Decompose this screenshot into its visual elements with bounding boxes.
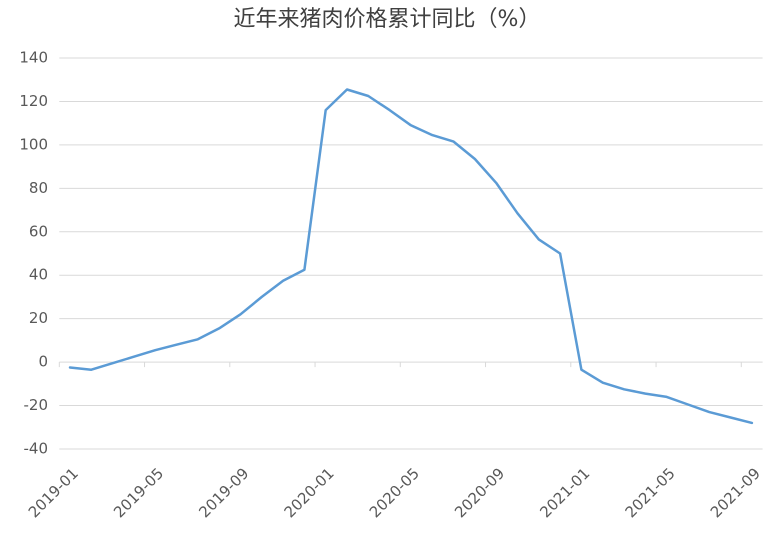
y-tick-label: -40 bbox=[24, 440, 49, 458]
x-tick-label: 2019-09 bbox=[195, 464, 252, 521]
y-tick-label: 60 bbox=[29, 222, 48, 240]
y-tick-label: 100 bbox=[19, 135, 48, 153]
x-tick-label: 2021-05 bbox=[622, 464, 679, 521]
x-tick-label: 2021-09 bbox=[707, 464, 764, 521]
x-tick-label: 2020-01 bbox=[281, 464, 338, 521]
x-tick-label: 2020-09 bbox=[451, 464, 508, 521]
y-tick-label: 20 bbox=[29, 309, 48, 327]
x-tick-label: 2021-01 bbox=[536, 464, 593, 521]
y-tick-label: 140 bbox=[19, 49, 48, 67]
y-tick-label: -20 bbox=[24, 396, 49, 414]
y-tick-label: 0 bbox=[38, 353, 48, 371]
y-tick-label: 120 bbox=[19, 92, 48, 110]
chart-title: 近年来猪肉价格累计同比（%） bbox=[234, 7, 541, 32]
y-tick-label: 80 bbox=[29, 179, 48, 197]
x-tick-label: 2020-05 bbox=[366, 464, 423, 521]
data-line bbox=[68, 88, 754, 425]
x-tick-label: 2019-05 bbox=[110, 464, 167, 521]
y-tick-label: 40 bbox=[29, 266, 48, 284]
x-tick-label: 2019-01 bbox=[25, 464, 82, 521]
